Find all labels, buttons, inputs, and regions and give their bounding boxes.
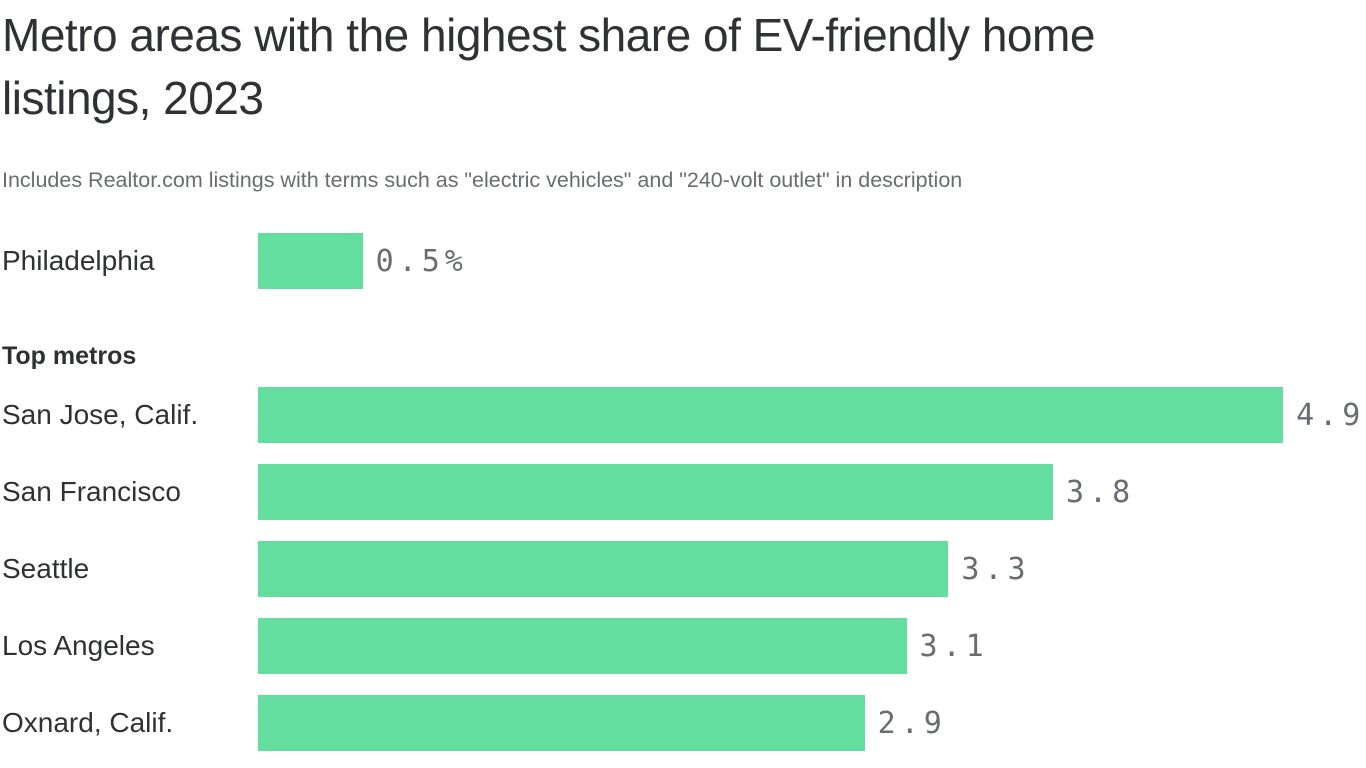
- bar: [258, 387, 1284, 443]
- value-label: 0.5%: [375, 243, 468, 279]
- category-label: Seattle: [2, 553, 90, 584]
- value-label: 3.1: [919, 628, 989, 664]
- chart-row: Los Angeles 3.1: [2, 618, 1362, 674]
- chart-title: Metro areas with the highest share of EV…: [2, 9, 1095, 124]
- value-label: 3.8: [1065, 474, 1136, 510]
- value-label: 2.9: [877, 705, 947, 741]
- bar: [258, 695, 865, 751]
- chart-subtitle: Includes Realtor.com listings with terms…: [2, 168, 963, 192]
- chart-row: Seattle 3.3: [2, 541, 1362, 597]
- chart-row: Oxnard, Calif. 2.9: [2, 695, 1362, 751]
- bar: [258, 464, 1053, 520]
- category-label: San Jose, Calif.: [2, 399, 199, 430]
- top-metros-rows: San Jose, Calif. 4.9 San Francisco 3.8 Seatt…: [2, 387, 1362, 751]
- chart-row-philadelphia: Philadelphia 0.5%: [2, 233, 1362, 289]
- category-label: Philadelphia: [2, 245, 155, 276]
- value-label: 4.9: [1296, 397, 1366, 433]
- bar: [258, 541, 949, 597]
- chart-row: San Jose, Calif. 4.9: [2, 387, 1362, 443]
- bar-philadelphia: [258, 233, 363, 289]
- category-label: Oxnard, Calif.: [2, 707, 174, 738]
- chart-row: San Francisco 3.8: [2, 464, 1362, 520]
- bar: [258, 618, 907, 674]
- section-heading-top-metros: Top metros: [2, 342, 137, 370]
- category-label: Los Angeles: [2, 630, 155, 661]
- category-label: San Francisco: [2, 476, 181, 507]
- value-label: 3.3: [961, 551, 1031, 587]
